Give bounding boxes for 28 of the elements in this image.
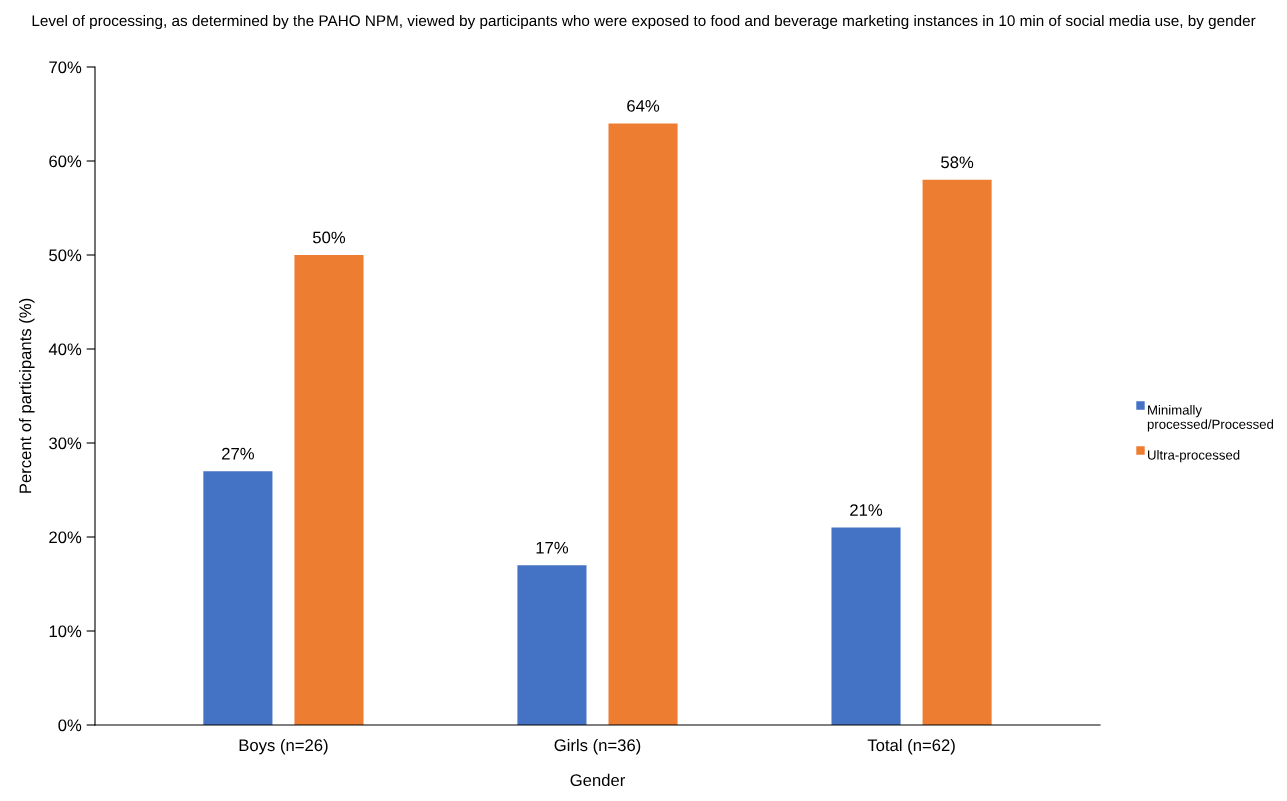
data-label: 21% bbox=[850, 504, 883, 516]
bar bbox=[517, 565, 587, 725]
x-tick-label: Girls (n=36) bbox=[554, 738, 641, 755]
bar bbox=[608, 123, 678, 725]
bar bbox=[203, 471, 273, 725]
y-tick-label: 40% bbox=[48, 343, 82, 356]
legend-label: Ultra-processed bbox=[1148, 450, 1240, 463]
y-tick-label: 0% bbox=[58, 719, 82, 732]
data-label: 50% bbox=[312, 231, 346, 244]
bar bbox=[831, 527, 901, 725]
y-axis-title: Percent of participants (%) bbox=[19, 298, 35, 493]
bar bbox=[922, 179, 992, 725]
bar bbox=[294, 255, 364, 725]
y-tick-label: 70% bbox=[49, 61, 82, 74]
x-tick-label: Boys (n=26) bbox=[239, 738, 328, 755]
x-tick-label: Total (n=62) bbox=[867, 738, 955, 755]
legend-label: Minimally processed/Processed bbox=[1147, 405, 1274, 432]
y-tick-label: 20% bbox=[49, 531, 82, 544]
data-label: 58% bbox=[941, 156, 974, 169]
y-tick-label: 50% bbox=[49, 249, 82, 262]
y-tick-label: 10% bbox=[49, 625, 82, 638]
chart-title: Level of processing, as determined by the PAHO NPM, viewed by participants who were exposed to food and beverage marketing instances in 10 min of social media use, by gender bbox=[32, 14, 1256, 30]
data-label: 27% bbox=[222, 447, 254, 460]
data-label: 64% bbox=[627, 99, 660, 112]
x-axis-title: Gender bbox=[570, 773, 626, 787]
y-tick-label: 30% bbox=[49, 437, 82, 450]
y-tick-label: 60% bbox=[49, 155, 82, 168]
data-label: 17% bbox=[536, 541, 569, 554]
